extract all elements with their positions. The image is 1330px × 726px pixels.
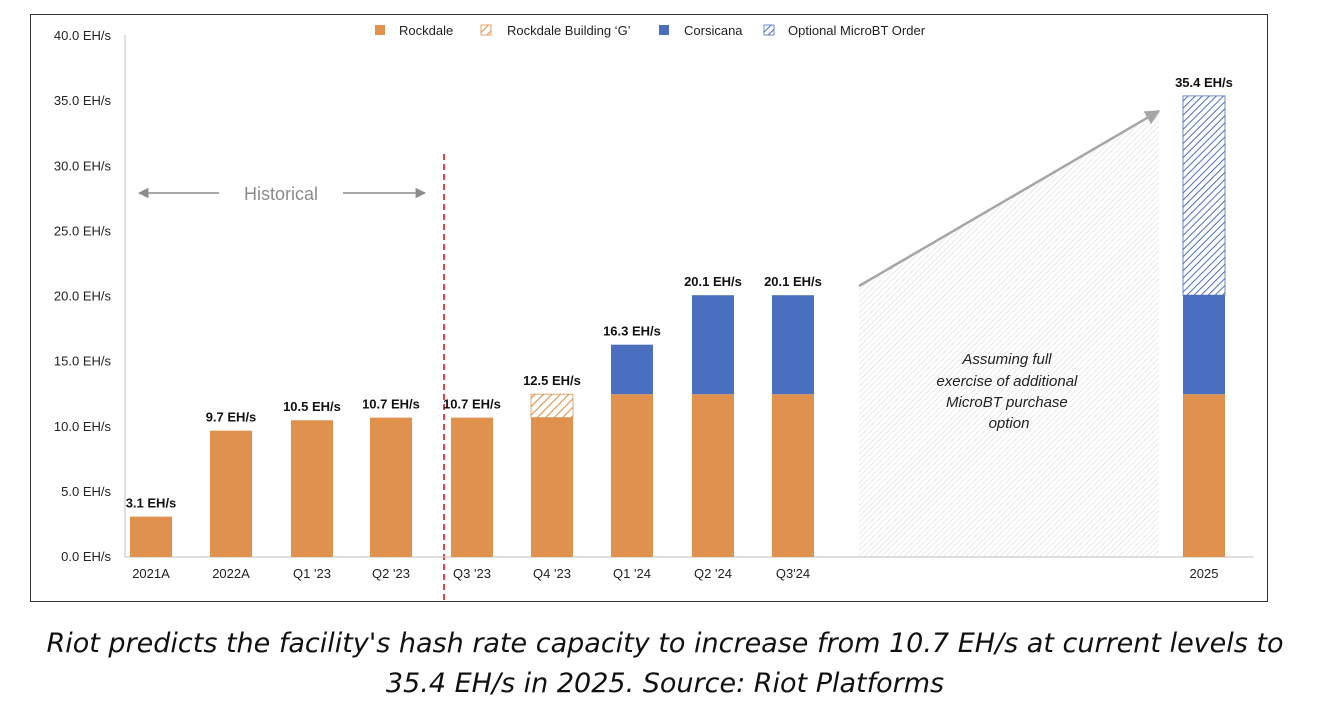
data-label-2021a: 3.1 EH/s (126, 496, 177, 511)
projection-shaded-area (859, 113, 1159, 557)
bar-rockdale-2021a (130, 516, 172, 557)
x-tick-label: Q1 '24 (613, 566, 651, 581)
data-label-q4-23: 12.5 EH/s (523, 373, 581, 388)
data-label-q2-24: 20.1 EH/s (684, 274, 742, 289)
x-tick-label: Q2 '23 (372, 566, 410, 581)
data-label-2025: 35.4 EH/s (1175, 75, 1233, 90)
value-labels: 3.1 EH/s 9.7 EH/s 10.5 EH/s 10.7 EH/s 10.7 E… (126, 75, 1233, 511)
legend-swatch-optional-microbt-order (763, 24, 775, 36)
y-tick-label: 15.0 EH/s (54, 354, 112, 369)
bar-rockdale-q2-23 (370, 417, 412, 557)
data-label-q1-24: 16.3 EH/s (603, 324, 661, 339)
x-tick-label: Q1 '23 (293, 566, 331, 581)
legend-label-rockdale: Rockdale (399, 23, 453, 38)
projection-note-line-2: exercise of additional (936, 373, 1078, 390)
data-label-q3-24: 20.1 EH/s (764, 274, 822, 289)
x-tick-label: 2022A (212, 566, 250, 581)
legend-swatch-corsicana (659, 25, 669, 35)
projection-arrow (858, 109, 1161, 288)
historical-label: Historical (244, 184, 318, 204)
data-label-q2-23: 10.7 EH/s (362, 397, 420, 412)
bar-rockdale-2025 (1183, 394, 1225, 557)
x-tick-label: Q3'24 (776, 566, 810, 581)
projection-note: Assuming full exercise of additional Mic… (936, 351, 1081, 432)
y-tick-label: 25.0 EH/s (54, 223, 112, 238)
bar-corsicana-q3-24 (772, 295, 814, 395)
x-tick-label: Q4 '23 (533, 566, 571, 581)
caption-line-2: 35.4 EH/s in 2025. Source: Riot Platform… (385, 668, 945, 699)
bar-rockdale-q4-23 (531, 417, 573, 557)
x-tick-label: 2025 (1190, 566, 1219, 581)
y-tick-label: 35.0 EH/s (54, 93, 112, 108)
projection-note-line-3: MicroBT purchase (946, 394, 1068, 411)
legend-swatch-rockdale-building-g (480, 24, 492, 36)
figure-caption: Riot predicts the facility's hash rate c… (0, 624, 1330, 704)
bar-rockdale-building-g-q4-23 (530, 393, 574, 419)
data-label-2022a: 9.7 EH/s (206, 410, 257, 425)
y-axis-ticks: 0.0 EH/s 5.0 EH/s 10.0 EH/s 15.0 EH/s 20.0 E… (54, 28, 112, 564)
y-tick-label: 40.0 EH/s (54, 28, 112, 43)
projection-note-line-1: Assuming full (961, 351, 1052, 368)
y-tick-label: 5.0 EH/s (61, 484, 111, 499)
bar-corsicana-q2-24 (692, 295, 734, 395)
y-tick-label: 30.0 EH/s (54, 158, 112, 173)
legend-label-optional-microbt-order: Optional MicroBT Order (788, 23, 926, 38)
x-tick-label: 2021A (132, 566, 170, 581)
x-tick-label: Q2 '24 (694, 566, 732, 581)
hash-rate-chart: Assuming full exercise of additional Mic… (54, 23, 1253, 601)
y-tick-label: 20.0 EH/s (54, 289, 112, 304)
chart-frame: Assuming full exercise of additional Mic… (30, 14, 1268, 602)
y-tick-label: 10.0 EH/s (54, 419, 112, 434)
caption-line-1: Riot predicts the facility's hash rate c… (46, 628, 1284, 659)
projection-note-line-4: option (989, 415, 1030, 432)
bar-corsicana-2025 (1183, 295, 1225, 395)
bar-optional-microbt-order-2025 (1182, 95, 1226, 296)
legend-label-rockdale-building-g: Rockdale Building ‘G’ (507, 23, 631, 38)
bar-rockdale-q1-23 (291, 420, 333, 557)
x-tick-label: Q3 '23 (453, 566, 491, 581)
data-label-q3-23: 10.7 EH/s (443, 397, 501, 412)
y-tick-label: 0.0 EH/s (61, 549, 111, 564)
x-axis-labels: 2021A 2022A Q1 '23 Q2 '23 Q3 '23 Q4 '23 Q1 '24… (132, 566, 1218, 581)
bar-rockdale-q2-24 (692, 394, 734, 557)
bar-rockdale-2022a (210, 430, 252, 557)
bar-corsicana-q1-24 (611, 344, 653, 395)
bars (130, 95, 1226, 557)
legend-swatch-rockdale (375, 25, 385, 35)
bar-rockdale-q3-24 (772, 394, 814, 557)
data-label-q1-23: 10.5 EH/s (283, 399, 341, 414)
legend-label-corsicana: Corsicana (684, 23, 743, 38)
bar-rockdale-q3-23 (451, 417, 493, 557)
legend: Rockdale Rockdale Building ‘G’ Corsicana… (375, 23, 926, 38)
bar-rockdale-q1-24 (611, 394, 653, 557)
